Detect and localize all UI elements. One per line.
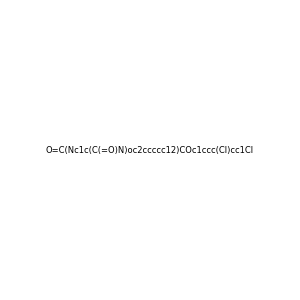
Text: O=C(Nc1c(C(=O)N)oc2ccccc12)COc1ccc(Cl)cc1Cl: O=C(Nc1c(C(=O)N)oc2ccccc12)COc1ccc(Cl)cc… [46,146,254,154]
